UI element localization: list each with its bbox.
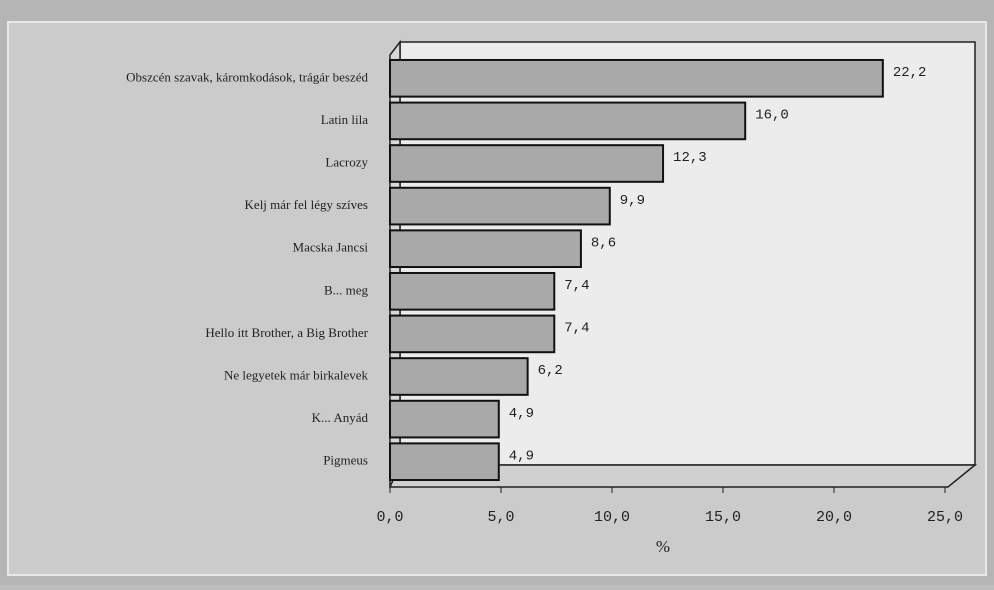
bar	[389, 58, 884, 98]
bar	[389, 229, 582, 269]
y-tick-label: Lacrozy	[325, 154, 368, 169]
value-label: 6,2	[538, 363, 563, 379]
y-tick-label: B... meg	[324, 282, 369, 297]
value-label: 22,2	[893, 65, 927, 81]
y-tick-label: Hello itt Brother, a Big Brother	[205, 325, 368, 340]
value-label: 7,4	[564, 278, 589, 294]
x-tick-label: 25,0	[927, 509, 963, 526]
x-tick-label: 5,0	[487, 509, 514, 526]
value-label: 8,6	[591, 235, 616, 251]
bar	[389, 144, 665, 183]
y-tick-label: Pigmeus	[323, 453, 368, 468]
bar	[389, 101, 747, 141]
value-label: 12,3	[673, 150, 707, 166]
value-label: 4,9	[509, 448, 534, 464]
bar	[389, 314, 556, 354]
bar	[389, 357, 529, 396]
bar	[389, 442, 500, 482]
bar	[389, 271, 556, 311]
x-tick-label: 20,0	[816, 509, 852, 526]
x-tick-label: 10,0	[594, 509, 630, 526]
x-tick-label: 0,0	[376, 509, 403, 526]
y-tick-label: Macska Jancsi	[293, 240, 369, 255]
value-label: 4,9	[509, 406, 534, 422]
y-tick-label: Kelj már fel légy szíves	[245, 197, 368, 212]
value-label: 7,4	[564, 321, 589, 337]
y-tick-label: K... Anyád	[312, 410, 369, 425]
y-tick-label: Latin lila	[321, 112, 369, 127]
bar	[389, 399, 500, 439]
x-axis-label: %	[656, 537, 670, 556]
value-label: 9,9	[620, 193, 645, 209]
y-tick-label: Ne legyetek már birkalevek	[224, 367, 369, 382]
y-tick-label: Obszcén szavak, káromkodások, trágár bes…	[126, 69, 368, 84]
x-tick-label: 15,0	[705, 509, 741, 526]
bar	[389, 186, 611, 226]
value-label: 16,0	[755, 108, 789, 124]
